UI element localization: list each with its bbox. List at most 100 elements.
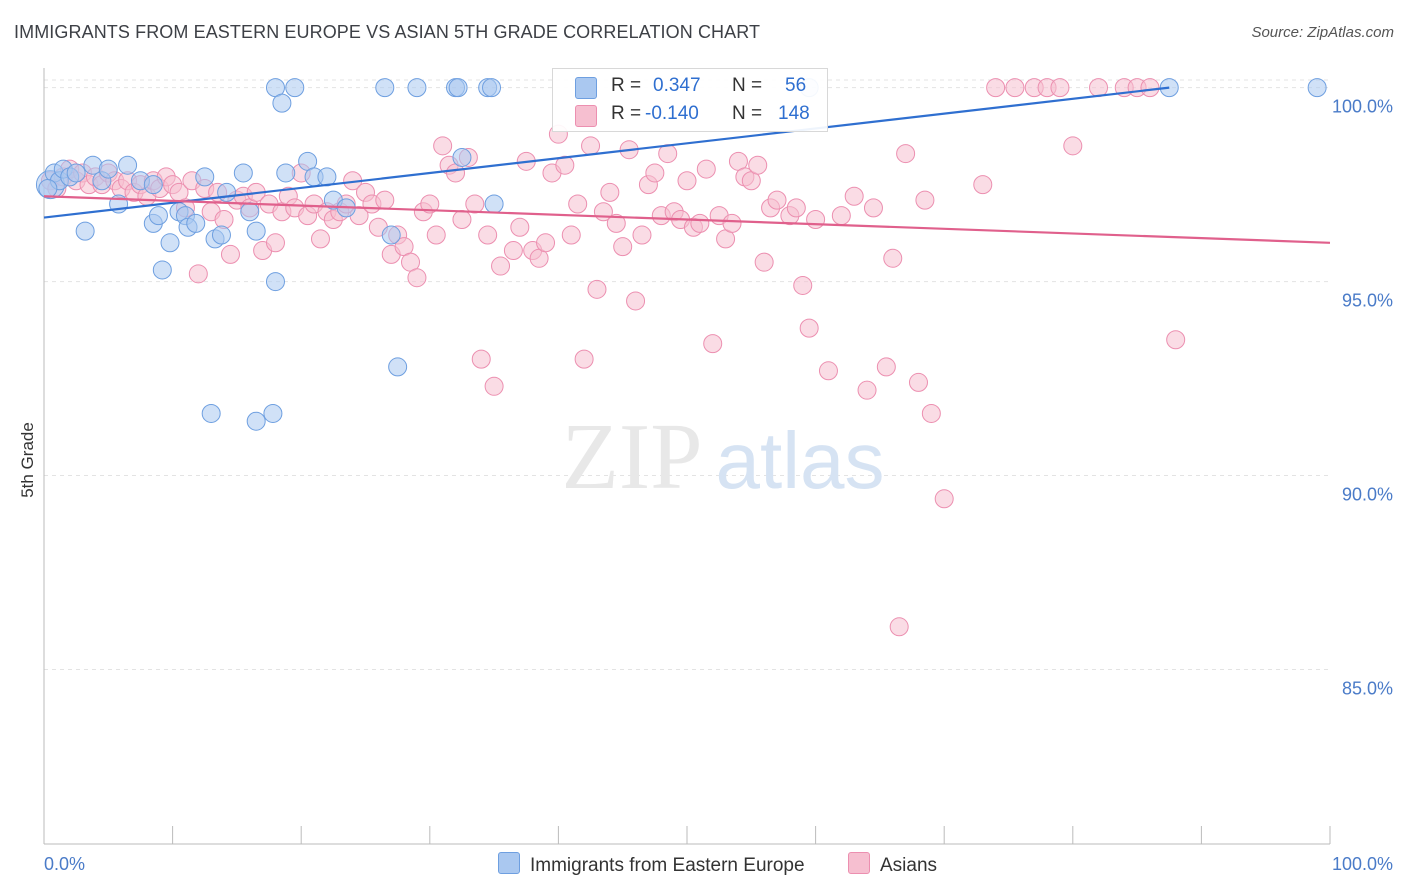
legend-r-label: R = <box>611 75 642 96</box>
legend-n-label: N = <box>732 75 763 96</box>
data-point <box>510 217 530 237</box>
data-point <box>696 159 716 179</box>
data-point <box>973 175 993 195</box>
data-point <box>484 194 504 214</box>
legend-label-immigrants: Immigrants from Eastern Europe <box>530 855 805 876</box>
data-point <box>561 225 581 245</box>
data-point <box>214 210 234 230</box>
data-point <box>482 78 502 98</box>
series-asians <box>40 78 1186 637</box>
data-point <box>211 225 231 245</box>
data-point <box>754 252 774 272</box>
legend-n-label: N = <box>732 103 763 124</box>
x-tick-label: 100.0% <box>1332 854 1393 874</box>
data-point <box>465 194 485 214</box>
data-point <box>1307 78 1327 98</box>
data-point <box>1140 78 1160 98</box>
data-point <box>272 93 292 113</box>
data-point <box>645 163 665 183</box>
data-point <box>38 178 58 198</box>
data-point <box>806 210 826 230</box>
trend-line-asians <box>43 195 1331 244</box>
x-tick-label: 0.0% <box>44 854 85 874</box>
data-point <box>265 272 285 292</box>
data-point <box>568 194 588 214</box>
y-tick-label: 100.0% <box>1332 97 1393 117</box>
series-immigrants-eastern-europe <box>35 78 1327 431</box>
data-point <box>677 171 697 191</box>
y-axis-label: 5th Grade <box>18 422 37 498</box>
axis-labels: 85.0% 90.0% 95.0% 100.0% 0.0% 100.0% 5th Grade <box>18 97 1393 874</box>
data-point <box>555 155 575 175</box>
data-point <box>310 229 330 249</box>
legend-n-value: 56 <box>785 75 807 96</box>
legend-item-asians: Asians <box>848 852 937 877</box>
data-point <box>285 78 305 98</box>
data-point <box>375 190 395 210</box>
data-point <box>426 225 446 245</box>
data-point <box>626 291 646 311</box>
legend-swatch-blue <box>498 852 520 874</box>
stats-legend: R = 0.347 N = 56 R = -0.140 N = 148 <box>552 68 828 132</box>
data-point <box>690 213 710 233</box>
data-point <box>857 380 877 400</box>
data-point <box>606 213 626 233</box>
data-point <box>1050 78 1070 98</box>
data-point <box>276 163 296 183</box>
data-point <box>581 136 601 156</box>
data-point <box>600 182 620 202</box>
data-point <box>265 233 285 253</box>
data-point <box>587 279 607 299</box>
data-point <box>799 318 819 338</box>
data-point <box>986 78 1006 98</box>
data-point <box>195 167 215 187</box>
data-point <box>375 78 395 98</box>
data-point <box>478 225 498 245</box>
data-point <box>896 144 916 164</box>
data-point <box>420 194 440 214</box>
data-point <box>889 617 909 637</box>
data-point <box>217 182 237 202</box>
trend-lines <box>43 86 1331 244</box>
data-point <box>915 190 935 210</box>
data-point <box>201 403 221 423</box>
watermark-zip: ZIP <box>562 405 703 509</box>
watermark-atlas: atlas <box>716 416 885 505</box>
legend-swatch-blue <box>575 77 597 99</box>
data-point <box>484 376 504 396</box>
data-point <box>844 186 864 206</box>
data-point <box>1089 78 1109 98</box>
data-point <box>233 163 253 183</box>
data-point <box>748 155 768 175</box>
data-point <box>1166 330 1186 350</box>
data-point <box>908 372 928 392</box>
data-point <box>143 175 163 195</box>
data-point <box>863 198 883 218</box>
data-point <box>1005 78 1025 98</box>
data-point <box>160 233 180 253</box>
data-point <box>452 147 472 167</box>
source-credit: Source: ZipAtlas.com <box>1251 24 1394 41</box>
data-point <box>574 349 594 369</box>
data-point <box>246 411 266 431</box>
data-point <box>452 210 472 230</box>
data-point <box>786 198 806 218</box>
legend-item-immigrants: Immigrants from Eastern Europe <box>498 852 805 877</box>
data-point <box>148 206 168 226</box>
data-point <box>75 221 95 241</box>
data-point <box>722 213 742 233</box>
data-point <box>152 260 172 280</box>
data-point <box>536 233 556 253</box>
y-tick-label: 85.0% <box>1342 678 1393 698</box>
data-point <box>118 155 138 175</box>
y-tick-label: 90.0% <box>1342 485 1393 505</box>
data-point <box>921 403 941 423</box>
legend-n-value: 148 <box>778 103 810 124</box>
data-point <box>471 349 491 369</box>
data-point <box>66 163 86 183</box>
data-point <box>220 244 240 264</box>
data-point <box>188 264 208 284</box>
data-point <box>503 241 523 261</box>
data-point <box>263 403 283 423</box>
data-point <box>831 206 851 226</box>
